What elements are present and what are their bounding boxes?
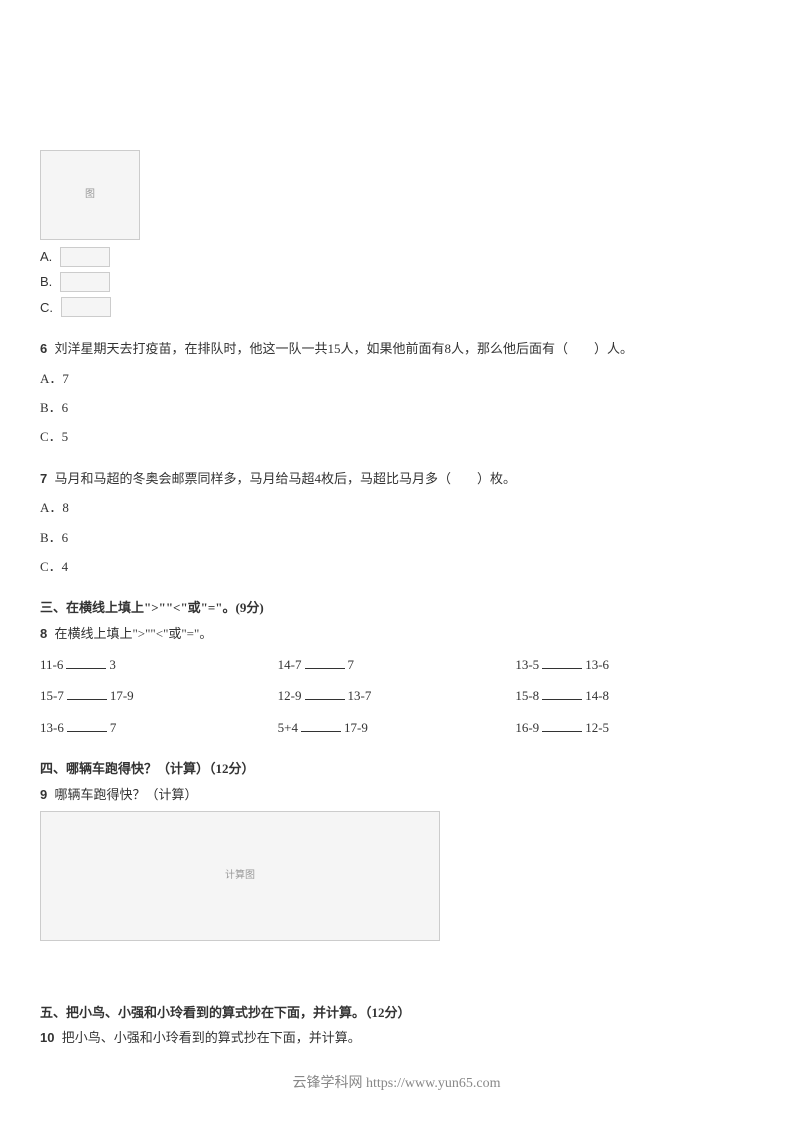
q9-calculation-image: 计算图 bbox=[40, 811, 440, 941]
q6-option-c: C．5 bbox=[40, 425, 753, 448]
q6-text: 刘洋星期天去打疫苗，在排队时，他这一队一共15人，如果他前面有8人，那么他后面有… bbox=[54, 341, 633, 356]
option-a-letter: A. bbox=[40, 245, 52, 268]
option-b-image bbox=[60, 272, 110, 292]
q7-number: 7 bbox=[40, 471, 47, 486]
comp-3-3: 16-912-5 bbox=[515, 716, 753, 739]
option-c-row: C. bbox=[40, 296, 753, 319]
question-8: 8 在横线上填上">""<"或"="。 bbox=[40, 622, 753, 645]
footer-site-name: 云锋学科网 bbox=[293, 1076, 367, 1091]
comp-3-1: 13-67 bbox=[40, 716, 278, 739]
option-a-row: A. bbox=[40, 245, 753, 268]
question-7: 7 马月和马超的冬奥会邮票同样多，马月给马超4枚后，马超比马月多（ ）枚。 A．… bbox=[40, 467, 753, 579]
question-6: 6 刘洋星期天去打疫苗，在排队时，他这一队一共15人，如果他前面有8人，那么他后… bbox=[40, 337, 753, 449]
comparison-row-3: 13-67 5+417-9 16-912-5 bbox=[40, 716, 753, 739]
section-5-header: 五、把小鸟、小强和小玲看到的算式抄在下面，并计算。（12分） bbox=[40, 1001, 753, 1024]
option-c-letter: C. bbox=[40, 296, 53, 319]
q6-option-b: B．6 bbox=[40, 396, 753, 419]
q7-option-a: A．8 bbox=[40, 496, 753, 519]
q6-number: 6 bbox=[40, 341, 47, 356]
option-b-letter: B. bbox=[40, 270, 52, 293]
comp-1-1: 11-63 bbox=[40, 653, 278, 676]
q6-option-a: A．7 bbox=[40, 367, 753, 390]
option-b-row: B. bbox=[40, 270, 753, 293]
q9-text: 哪辆车跑得快？（计算） bbox=[54, 787, 197, 802]
q8-number: 8 bbox=[40, 626, 47, 641]
q7-option-b: B．6 bbox=[40, 526, 753, 549]
comp-2-3: 15-814-8 bbox=[515, 684, 753, 707]
comparison-row-2: 15-717-9 12-913-7 15-814-8 bbox=[40, 684, 753, 707]
q8-text: 在横线上填上">""<"或"="。 bbox=[54, 626, 212, 641]
question5-image: 图 bbox=[40, 150, 140, 240]
option-c-image bbox=[61, 297, 111, 317]
comp-1-2: 14-77 bbox=[278, 653, 516, 676]
question-10: 10 把小鸟、小强和小玲看到的算式抄在下面，并计算。 bbox=[40, 1026, 753, 1049]
q9-number: 9 bbox=[40, 787, 47, 802]
q10-number: 10 bbox=[40, 1030, 54, 1045]
q10-text: 把小鸟、小强和小玲看到的算式抄在下面，并计算。 bbox=[62, 1030, 361, 1045]
q7-text: 马月和马超的冬奥会邮票同样多，马月给马超4枚后，马超比马月多（ ）枚。 bbox=[54, 471, 516, 486]
comp-2-1: 15-717-9 bbox=[40, 684, 278, 707]
question-9: 9 哪辆车跑得快？（计算） bbox=[40, 783, 753, 806]
section-3-header: 三、在横线上填上">""<"或"="。(9分) bbox=[40, 596, 753, 619]
comparison-row-1: 11-63 14-77 13-513-6 bbox=[40, 653, 753, 676]
comp-1-3: 13-513-6 bbox=[515, 653, 753, 676]
comp-3-2: 5+417-9 bbox=[278, 716, 516, 739]
q7-option-c: C．4 bbox=[40, 555, 753, 578]
page-footer: 云锋学科网 https://www.yun65.com bbox=[0, 1072, 793, 1092]
document-content: 图 A. B. C. 6 刘洋星期天去打疫苗，在排队时，他这一队一共15人，如果… bbox=[40, 150, 753, 1050]
footer-url: https://www.yun65.com bbox=[366, 1076, 500, 1091]
section-4-header: 四、哪辆车跑得快？（计算）（12分） bbox=[40, 757, 753, 780]
option-a-image bbox=[60, 247, 110, 267]
comp-2-2: 12-913-7 bbox=[278, 684, 516, 707]
